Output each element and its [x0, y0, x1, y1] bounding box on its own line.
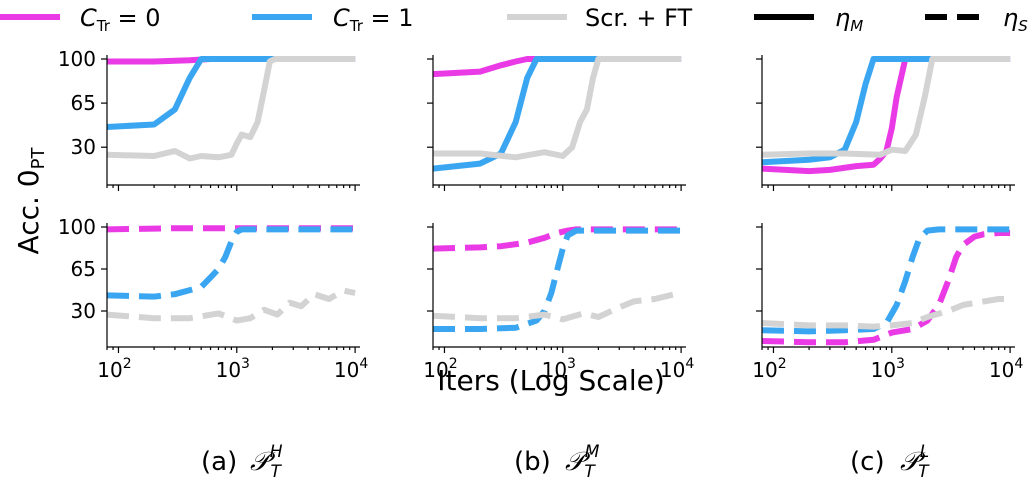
x-tick-label: 102: [423, 356, 457, 382]
caption-a: (a) 𝒫H T: [201, 442, 283, 481]
caption-b-label: (b): [514, 447, 551, 477]
x-tick-label: 104: [334, 356, 368, 382]
series-line-bottom-1-1: [433, 227, 682, 332]
legend: CTr = 0 CTr = 1 Scr. + FT ηM ηS: [0, 4, 1028, 35]
series-line-bottom-2-2: [761, 296, 1011, 330]
caption-b: (b) 𝒫M T: [514, 442, 600, 481]
x-tick-label: 102: [97, 356, 131, 382]
x-tick-label: 102: [752, 356, 786, 382]
panel-bottom-1: 102 103 104: [423, 223, 694, 382]
legend-label-eta-m: ηM: [835, 4, 863, 35]
y-tick-label: 65: [71, 91, 96, 115]
series-line-top-0-2: [106, 56, 356, 162]
caption-a-symbol: 𝒫H T: [250, 442, 283, 481]
series-line-top-1-1: [432, 56, 682, 172]
series-line-bottom-2-1: [761, 226, 1011, 335]
caption-c-label: (c): [850, 447, 885, 477]
x-tick-label: 103: [871, 356, 905, 382]
legend-label-ctr0: CTr = 0: [80, 4, 161, 35]
series-line-top-2-1: [761, 56, 1011, 166]
legend-item-eta-s: ηS: [925, 4, 1028, 35]
x-tick-label: 103: [216, 356, 250, 382]
y-axis-label: Acc. 0PT: [12, 147, 49, 255]
panel-top-0: 30 65 100: [58, 47, 360, 191]
caption-c: (c) 𝒫L T: [850, 442, 930, 481]
legend-label-scr-ft: Scr. + FT: [585, 4, 692, 32]
caption-a-label: (a): [201, 447, 237, 477]
series-line-top-1-2: [433, 56, 682, 161]
legend-item-ctr0: CTr = 0: [0, 4, 161, 35]
panel-top-2: [756, 55, 1015, 191]
x-tick-label: 104: [660, 356, 694, 382]
series-line-bottom-2-0: [761, 230, 1011, 346]
legend-item-scr-ft: Scr. + FT: [507, 4, 692, 32]
panel-bottom-2: 102 103 104: [752, 223, 1023, 382]
panel-bottom-0: 30 65 100 102 103 104: [58, 215, 369, 382]
caption-b-symbol: 𝒫M T: [565, 442, 600, 481]
y-tick-label: 30: [71, 299, 96, 323]
y-tick-label: 65: [71, 257, 96, 281]
y-tick-label: 100: [58, 47, 96, 71]
series-line-bottom-0-2: [106, 287, 356, 324]
series-line-top-2-2: [761, 56, 1011, 158]
y-tick-label: 100: [58, 215, 96, 239]
caption-c-symbol: 𝒫L T: [900, 442, 930, 481]
x-axis-label: Iters (Log Scale): [437, 364, 665, 397]
panel-top-1: [427, 55, 686, 191]
legend-item-eta-m: ηM: [754, 4, 863, 35]
series-line-bottom-1-2: [432, 290, 682, 323]
legend-label-ctr1: CTr = 1: [333, 4, 414, 35]
legend-label-eta-s: ηS: [1003, 4, 1028, 35]
x-tick-label: 104: [989, 356, 1023, 382]
series-line-bottom-0-1: [106, 226, 356, 300]
x-tick-label: 103: [542, 356, 576, 382]
series-line-top-0-1: [106, 56, 356, 130]
legend-item-ctr1: CTr = 1: [252, 4, 414, 35]
y-tick-label: 30: [71, 135, 96, 159]
